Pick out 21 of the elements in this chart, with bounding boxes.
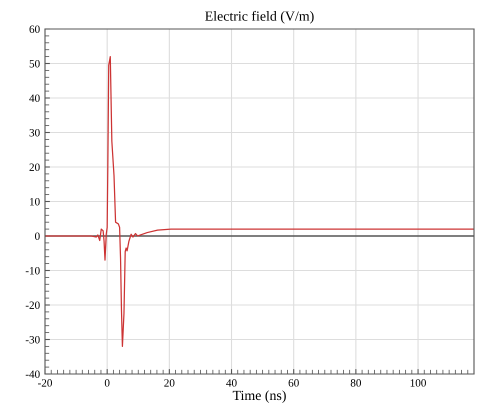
x-axis-title: Time (ns)	[232, 390, 286, 403]
y-tick-label: 10	[30, 198, 40, 206]
y-tick-label: 40	[29, 94, 40, 102]
y-tick-label: -20	[26, 301, 40, 309]
y-tick-label: 60	[30, 25, 40, 33]
y-tick-label: 50	[30, 60, 40, 68]
x-tick-label: 100	[410, 379, 426, 387]
x-tick-label: -20	[38, 379, 52, 387]
y-tick-label: -30	[26, 336, 40, 344]
y-tick-label: -10	[26, 266, 40, 274]
y-tick-label: 0	[35, 232, 40, 240]
x-tick-label: 0	[104, 379, 110, 387]
y-tick-label: -40	[26, 370, 40, 378]
y-tick-label: 20	[30, 163, 40, 171]
y-tick-label: 30	[30, 128, 40, 136]
line-series	[45, 56, 474, 348]
x-tick-label: 20	[164, 379, 174, 387]
chart-title: Electric field (V/m)	[205, 10, 314, 24]
x-tick-label: 80	[350, 379, 361, 387]
x-tick-label: 40	[226, 379, 237, 387]
x-tick-label: 60	[288, 379, 299, 387]
